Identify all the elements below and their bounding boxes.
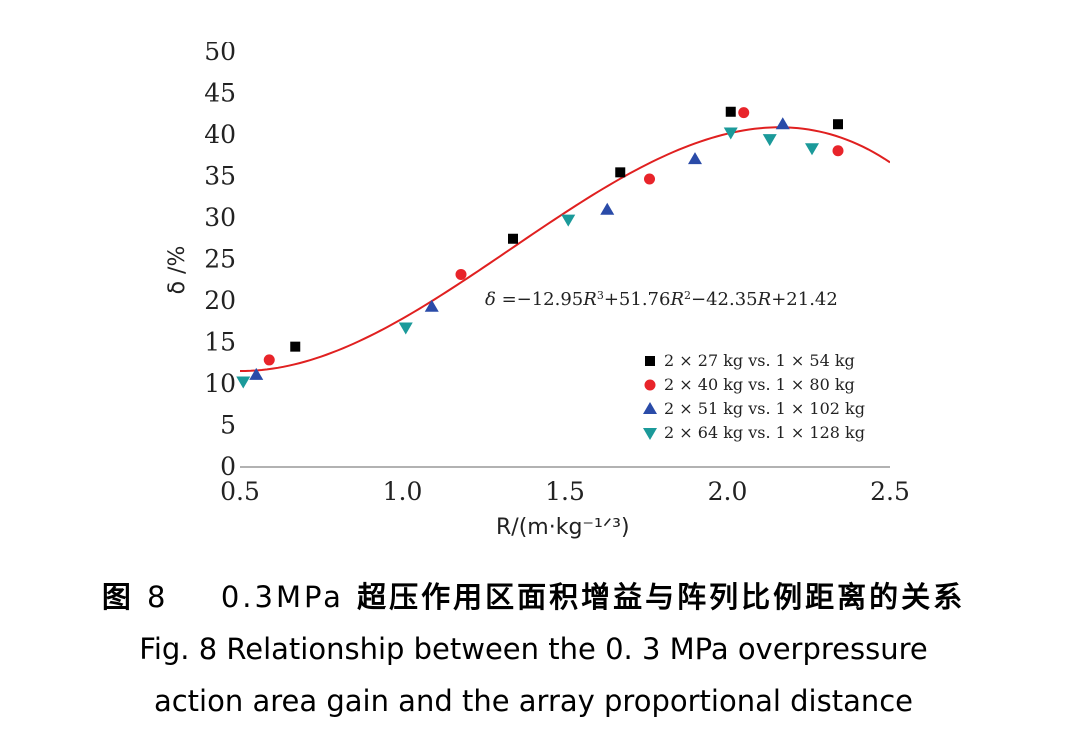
legend-marker-square	[645, 356, 655, 366]
data-point-circle	[263, 354, 275, 366]
y-tick-label: 20	[204, 286, 236, 315]
x-tick-label: 1.5	[545, 477, 585, 506]
figure-caption-en-line1: Fig. 8 Relationship between the 0. 3 MPa…	[139, 632, 928, 666]
data-point-triangle-down	[762, 134, 777, 147]
figure-caption-zh: 图 8 0.3MPa 超压作用区面积增益与阵列比例距离的关系	[0, 574, 1067, 616]
legend-label: 2 × 64 kg vs. 1 × 128 kg	[664, 423, 865, 442]
y-tick-label: 35	[204, 162, 236, 191]
caption-zh-value: 0.3MPa	[220, 580, 344, 614]
figure-caption-en-line2: action area gain and the array proportio…	[153, 684, 914, 718]
data-point-triangle-down	[805, 143, 819, 156]
legend-marker-triangle-up	[643, 402, 657, 414]
data-point-triangle-up	[688, 152, 702, 165]
y-tick-labels: 0 5 10 15 20 25 30 35 40 45 50	[204, 42, 236, 481]
data-point-circle	[455, 268, 467, 280]
y-tick-label: 10	[204, 369, 236, 398]
y-tick-label: 30	[204, 203, 236, 232]
x-tick-label: 2.5	[870, 477, 910, 506]
fit-curve-group	[240, 126, 890, 372]
scatter-chart: 0.5 1.0 1.5 2.0 2.5 0 5 10 15 20 25 30 35 40 45 50 δ =…	[165, 42, 910, 540]
legend-label: 2 × 51 kg vs. 1 × 102 kg	[664, 399, 865, 418]
data-point-triangle-up	[600, 202, 615, 215]
caption-zh-text: 超压作用区面积增益与阵列比例距离的关系	[357, 580, 966, 614]
legend-label: 2 × 40 kg vs. 1 × 80 kg	[664, 375, 855, 394]
legend: 2 × 27 kg vs. 1 × 54 kg 2 × 40 kg vs. 1 ×…	[643, 351, 865, 442]
fit-curve	[240, 126, 890, 372]
caption-zh-prefix: 图	[101, 580, 134, 614]
x-tick-label: 2.0	[708, 477, 748, 506]
data-point-triangle-up	[775, 117, 790, 130]
data-point-circle	[644, 173, 655, 185]
data-point-circle	[738, 107, 750, 119]
data-point-triangle-up	[424, 299, 439, 312]
chart-panel: 0.5 1.0 1.5 2.0 2.5 0 5 10 15 20 25 30 35 40 45 50 δ =…	[160, 42, 910, 542]
y-tick-label: 45	[204, 79, 236, 108]
data-point-square	[508, 233, 518, 244]
data-point-triangle-down	[398, 322, 413, 335]
y-axis-title: δ /%	[165, 246, 190, 295]
y-tick-label: 5	[220, 411, 236, 440]
x-tick-labels: 0.5 1.0 1.5 2.0 2.5	[220, 477, 910, 506]
y-tick-label: 40	[204, 120, 236, 149]
x-tick-label: 1.0	[383, 477, 423, 506]
y-tick-label: 25	[204, 245, 236, 274]
x-axis-title: R/(m·kg⁻¹ᐟ³)	[496, 515, 630, 540]
data-point-square	[833, 119, 843, 130]
caption-zh-number: 8	[147, 580, 169, 614]
y-tick-label: 50	[204, 42, 236, 66]
data-point-circle	[832, 145, 844, 157]
data-point-triangle-up	[249, 367, 264, 380]
data-point-square	[725, 106, 736, 117]
data-point-square	[615, 167, 626, 178]
data-points	[236, 106, 844, 389]
legend-label: 2 × 27 kg vs. 1 × 54 kg	[664, 351, 855, 370]
legend-marker-circle	[644, 379, 656, 391]
y-tick-label: 0	[220, 452, 236, 481]
data-point-triangle-down	[236, 376, 251, 389]
x-tick-label: 0.5	[220, 477, 260, 506]
legend-marker-triangle-down	[643, 428, 657, 440]
data-point-square	[290, 341, 301, 352]
data-point-triangle-down	[723, 127, 738, 140]
fit-equation: δ =−12.95R3+51.76R2−42.35R+21.42	[485, 289, 838, 311]
data-point-triangle-down	[561, 214, 576, 227]
y-tick-label: 15	[204, 328, 236, 357]
